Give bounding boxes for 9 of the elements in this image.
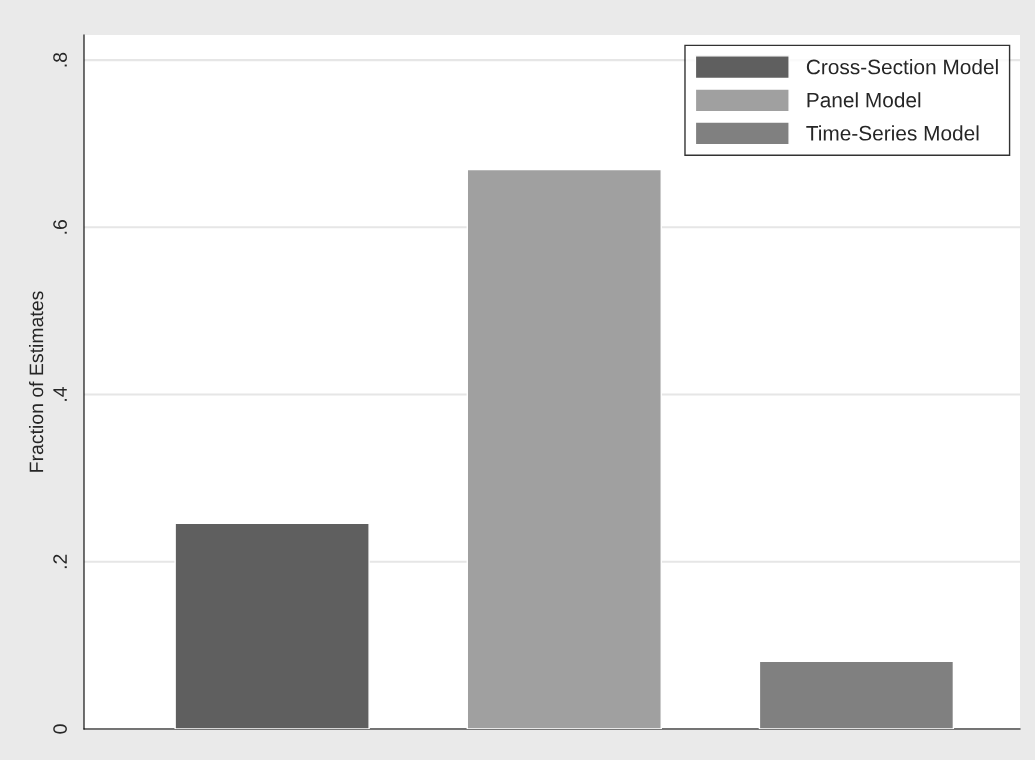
legend-label: Cross-Section Model: [806, 59, 998, 75]
y-tick-label: 0: [53, 724, 67, 734]
y-tick-label: .6: [53, 220, 67, 234]
legend-label: Panel Model: [807, 92, 921, 108]
y-tick-label: .2: [53, 554, 67, 569]
y-tick-label: .4: [53, 387, 67, 401]
legend-label: Time-Series Model: [806, 125, 979, 141]
y-axis-title: Fraction of Estimates: [29, 291, 44, 472]
y-tick-label: .8: [53, 52, 67, 67]
